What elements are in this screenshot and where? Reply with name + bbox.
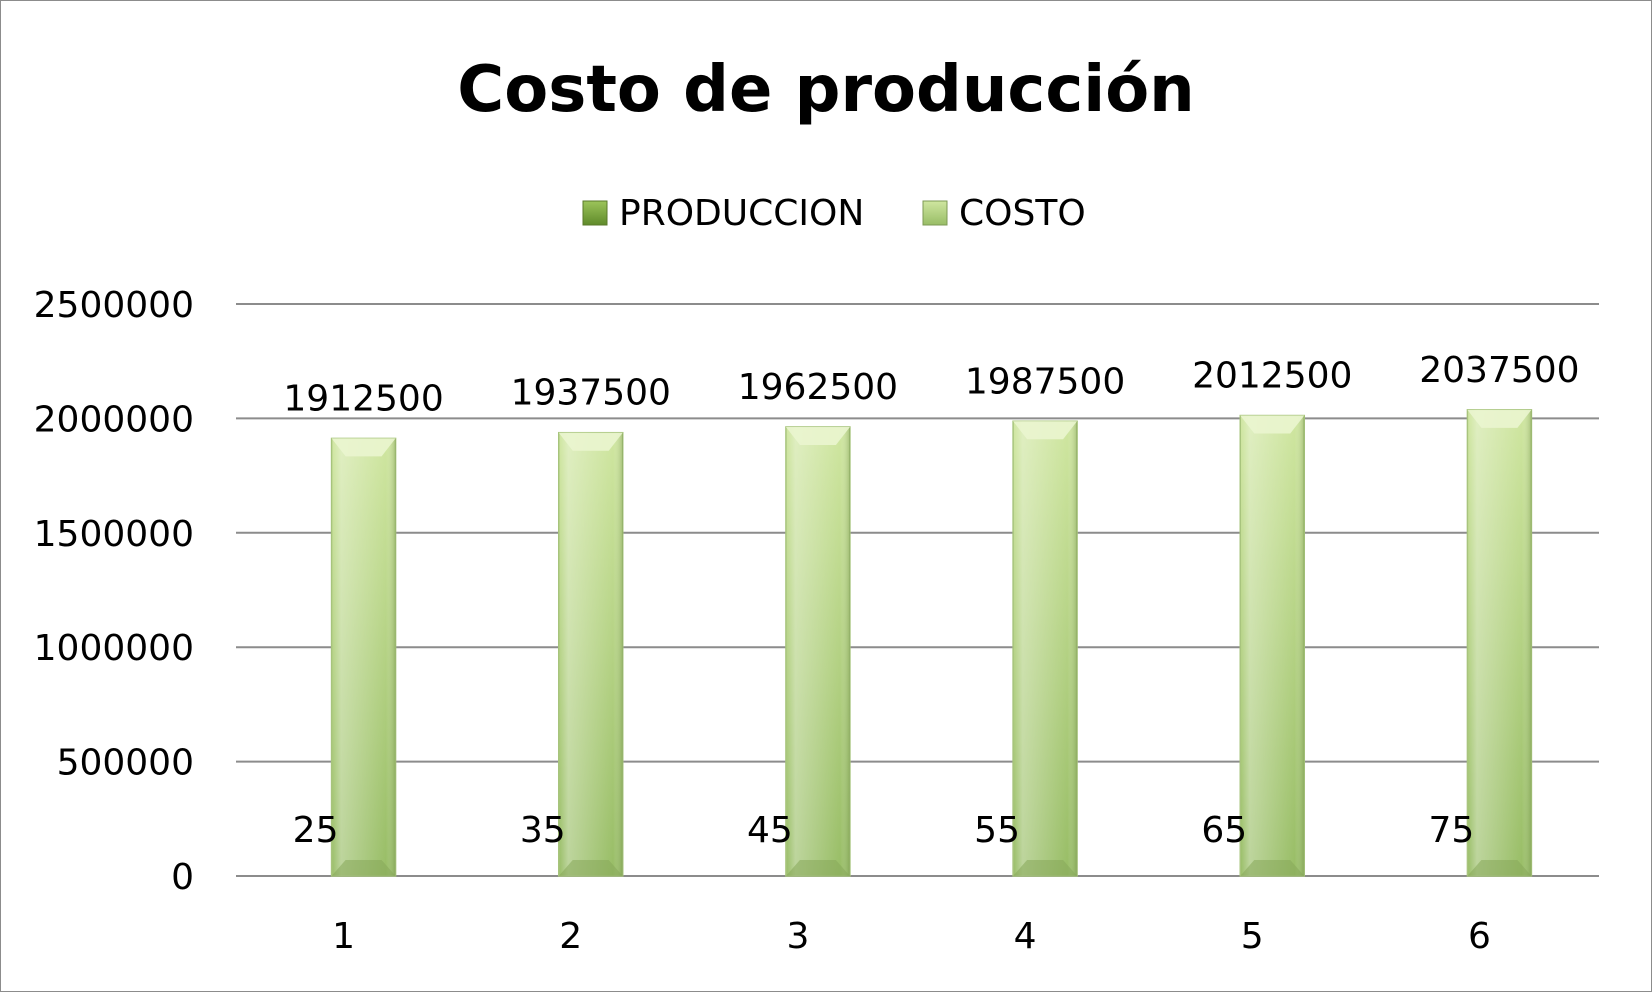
x-tick-label: 1 [332, 916, 355, 957]
data-label-costo: 1912500 [283, 378, 443, 419]
y-tick-label: 2000000 [34, 399, 194, 440]
data-label-produccion: 45 [747, 810, 793, 851]
data-label-costo: 2012500 [1192, 356, 1352, 397]
legend-swatch-produccion [583, 201, 607, 225]
legend: PRODUCCION COSTO [583, 193, 1086, 234]
y-tick-label: 2500000 [34, 285, 194, 326]
bar-costo [1013, 421, 1077, 876]
data-label-produccion: 35 [520, 810, 566, 851]
y-tick-label: 500000 [57, 743, 194, 784]
data-labels: 25 1912500 35 1937500 45 1962500 55 1987500 65 20… [283, 350, 1579, 851]
y-tick-label: 1500000 [34, 514, 194, 555]
x-tick-label: 2 [559, 916, 582, 957]
y-tick-label: 0 [171, 857, 194, 898]
data-label-costo: 1962500 [738, 367, 898, 408]
bar-costo-shade [1240, 416, 1304, 876]
data-label-produccion: 55 [974, 810, 1020, 851]
bar-costo [1467, 410, 1531, 876]
x-tick-label: 3 [786, 916, 809, 957]
chart-title: Costo de producción [457, 53, 1194, 127]
x-tick-label: 6 [1468, 916, 1491, 957]
y-axis-tick-labels: 0 500000 1000000 1500000 2000000 2500000 [34, 285, 194, 898]
data-label-costo: 2037500 [1419, 350, 1579, 391]
x-tick-label: 5 [1241, 916, 1264, 957]
bar-costo-shade [1013, 421, 1077, 876]
data-label-produccion: 65 [1201, 810, 1247, 851]
data-label-costo: 1987500 [965, 361, 1125, 402]
x-axis-tick-labels: 1 2 3 4 5 6 [332, 916, 1491, 957]
legend-swatch-costo [923, 201, 947, 225]
bar-costo-shade [786, 427, 850, 876]
data-label-produccion: 25 [293, 810, 339, 851]
bar-costo [332, 438, 396, 876]
bar-costo-shade [332, 438, 396, 876]
data-label-costo: 1937500 [511, 373, 671, 414]
data-label-produccion: 75 [1429, 810, 1475, 851]
bar-costo [559, 433, 623, 876]
bar-costo [786, 427, 850, 876]
bar-costo-shade [559, 433, 623, 876]
y-tick-label: 1000000 [34, 628, 194, 669]
bar-costo [1240, 416, 1304, 876]
x-tick-label: 4 [1014, 916, 1037, 957]
legend-label-costo: COSTO [959, 193, 1086, 234]
bar-costo-shade [1467, 410, 1531, 876]
bars [280, 410, 1532, 876]
legend-label-produccion: PRODUCCION [619, 193, 864, 234]
